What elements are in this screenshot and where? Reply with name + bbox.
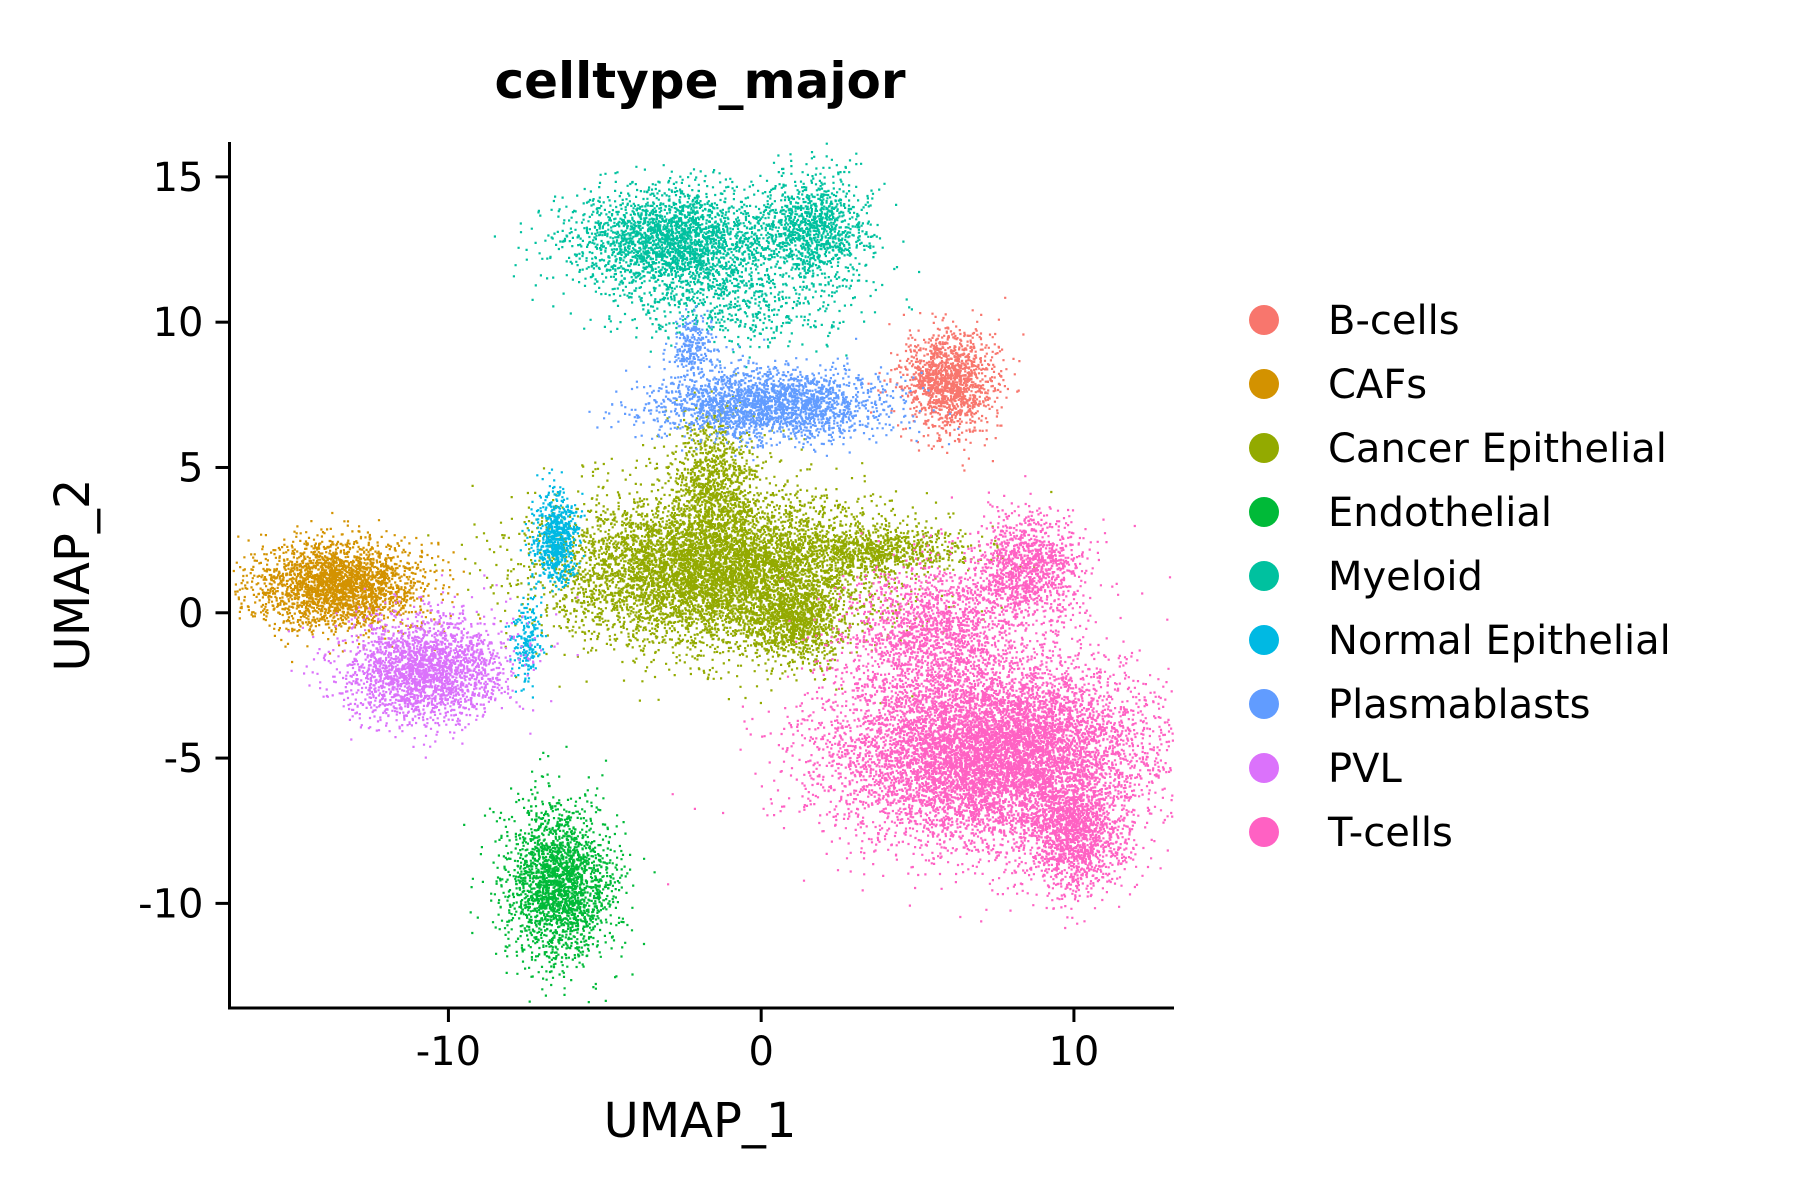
legend-marker-6 [1249,689,1279,719]
legend-marker-7 [1249,753,1279,783]
series-points-0 [867,296,1025,472]
chart-title: celltype_major [494,52,905,110]
legend-marker-3 [1249,497,1279,527]
y-tick-label-4: 10 [153,300,204,346]
y-tick-label-5: 15 [153,155,204,201]
legend-label-2: Cancer Epithelial [1328,426,1667,472]
x-tick-label-1: 0 [748,1029,773,1075]
points-layer [232,142,1174,1004]
y-axis-label: UMAP_2 [45,479,101,672]
y-tick-label-2: 0 [178,591,203,637]
legend-label-3: Endothelial [1328,490,1552,536]
x-tick-label-0: -10 [416,1029,481,1075]
x-axis-label: UMAP_1 [604,1093,797,1149]
series-points-8 [667,475,1174,930]
y-tick-label-3: 5 [178,445,203,491]
legend-marker-4 [1249,561,1279,591]
series-points-5 [504,468,586,699]
legend-marker-1 [1249,369,1279,399]
legend-marker-0 [1249,305,1279,335]
series-points-3 [463,745,656,1004]
legend-label-8: T-cells [1327,810,1453,856]
x-axis-ticks: -10 0 10 [416,1008,1099,1075]
legend-label-5: Normal Epithelial [1328,618,1671,664]
x-tick-label-2: 10 [1048,1029,1099,1075]
y-axis-ticks: -10 -5 0 5 10 15 [138,155,230,927]
legend-marker-5 [1249,625,1279,655]
legend-label-1: CAFs [1328,362,1427,408]
legend-label-4: Myeloid [1328,554,1483,600]
y-tick-label-0: -10 [138,881,203,927]
legend-label-7: PVL [1328,746,1402,792]
legend-marker-2 [1249,433,1279,463]
y-tick-label-1: -5 [164,736,204,782]
series-points-1 [232,511,482,664]
legend-label-6: Plasmablasts [1328,682,1590,728]
series-points-2 [427,373,1053,705]
legend-label-0: B-cells [1328,298,1460,344]
legend: B-cells CAFs Cancer Epithelial Endothelial M… [1249,298,1671,856]
series-points-4 [493,142,921,369]
series-points-6 [588,305,960,462]
legend-marker-8 [1249,817,1279,847]
